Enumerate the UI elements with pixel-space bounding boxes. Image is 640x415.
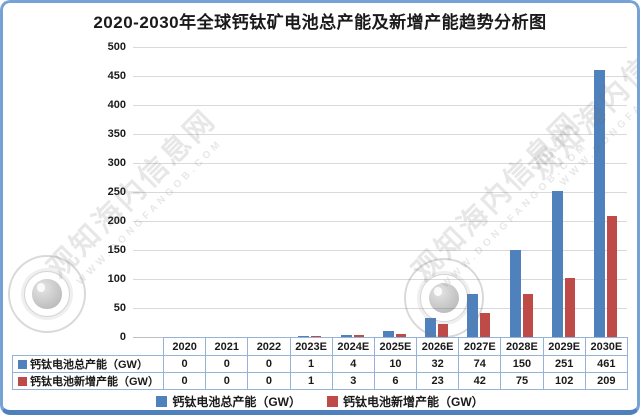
total-capacity-value-cell: 74 [458, 355, 502, 373]
y-axis-tick-label: 450 [107, 70, 126, 82]
y-axis-tick-label: 250 [107, 186, 126, 198]
total-capacity-value-cell: 4 [331, 355, 375, 373]
bar-new-capacity [522, 293, 533, 337]
new-capacity-value-cell: 0 [162, 372, 207, 390]
new-capacity-value-cell: 1 [289, 372, 333, 390]
gridline [133, 250, 627, 251]
legend-item: 钙钛电池新增产能（GW） [327, 393, 484, 410]
total-capacity-value-cell: 150 [500, 355, 544, 373]
year-header-cell: 2025E [373, 337, 418, 356]
gridline [133, 192, 627, 193]
y-axis-tick-label: 300 [107, 157, 126, 169]
bar-new-capacity [311, 336, 322, 337]
new-capacity-value-cell: 6 [373, 372, 418, 390]
total-capacity-value-cell: 10 [373, 355, 418, 373]
gridline [133, 279, 627, 280]
gridline [133, 134, 627, 135]
bar-total-capacity [467, 294, 479, 337]
bar-new-capacity [480, 312, 491, 337]
total-capacity-value-cell: 251 [542, 355, 586, 373]
y-axis-tick-label: 50 [113, 302, 126, 314]
year-header-cell: 2024E [331, 337, 375, 356]
bar-total-capacity [298, 336, 310, 337]
total-capacity-value-cell: 461 [584, 355, 629, 373]
bar-new-capacity [564, 277, 575, 337]
bar-new-capacity [395, 333, 406, 337]
series-label-cell: 钙钛电池新增产能（GW） [12, 372, 164, 390]
new-capacity-value-cell: 0 [247, 372, 291, 390]
bar-new-capacity [353, 335, 364, 337]
y-axis-tick-label: 0 [119, 331, 126, 343]
year-header-cell: 2027E [458, 337, 502, 356]
data-table: 2020 2021 2022 2023E 2024E 2025E 2026E 2027E 202… [12, 337, 629, 390]
new-capacity-value-cell: 23 [416, 372, 460, 390]
y-axis-tick-label: 150 [107, 244, 126, 256]
table-row: 钙钛电池新增产能（GW） 0 0 0 1 3 6 23 42 75 102 209 [12, 372, 629, 390]
legend-item: 钙钛电池总产能（GW） [156, 393, 301, 410]
gridline [133, 308, 627, 309]
total-capacity-value-cell: 0 [162, 355, 207, 373]
bar-new-capacity [438, 323, 449, 337]
total-capacity-value-cell: 0 [247, 355, 291, 373]
bar-total-capacity [340, 334, 352, 337]
bar-total-capacity [509, 250, 521, 337]
new-capacity-value-cell: 75 [500, 372, 544, 390]
year-header-cell: 2026E [416, 337, 460, 356]
new-capacity-value-cell: 102 [542, 372, 586, 390]
y-axis-tick-label: 350 [107, 128, 126, 140]
legend-label: 钙钛电池总产能（GW） [172, 395, 301, 409]
year-header-cell: 2021 [205, 337, 249, 356]
year-header-cell: 2030E [584, 337, 629, 356]
bar-total-capacity [551, 191, 563, 337]
new-capacity-value-cell: 42 [458, 372, 502, 390]
year-header-cell: 2029E [542, 337, 586, 356]
y-axis-tick-label: 500 [107, 41, 126, 53]
series-swatch-icon [18, 360, 27, 369]
bar-total-capacity [425, 318, 437, 337]
total-capacity-value-cell: 1 [289, 355, 333, 373]
new-capacity-value-cell: 3 [331, 372, 375, 390]
y-axis-tick-label: 200 [107, 215, 126, 227]
year-header-cell: 2022 [247, 337, 291, 356]
gridline [133, 163, 627, 164]
series-label-cell: 钙钛电池总产能（GW） [12, 355, 164, 373]
total-capacity-value-cell: 0 [205, 355, 249, 373]
year-header-cell: 2028E [500, 337, 544, 356]
total-capacity-value-cell: 32 [416, 355, 460, 373]
bar-total-capacity [594, 69, 606, 337]
new-capacity-value-cell: 0 [205, 372, 249, 390]
legend-swatch-icon [327, 396, 338, 407]
gridline [133, 221, 627, 222]
table-corner-cell [13, 338, 164, 356]
gridline [133, 105, 627, 106]
bar-new-capacity [607, 215, 618, 337]
series-swatch-icon [18, 377, 27, 386]
gridline [133, 47, 627, 48]
y-axis-tick-label: 100 [107, 273, 126, 285]
legend-swatch-icon [156, 396, 168, 407]
table-row: 钙钛电池总产能（GW） 0 0 0 1 4 10 32 74 150 251 461 [12, 355, 629, 373]
series-label-text: 钙钛电池总产能（GW） [30, 359, 148, 371]
year-header-cell: 2020 [162, 337, 207, 356]
series-label-text: 钙钛电池新增产能（GW） [30, 376, 159, 388]
chart-legend: 钙钛电池总产能（GW） 钙钛电池新增产能（GW） [0, 393, 640, 410]
y-axis-tick-label: 400 [107, 99, 126, 111]
new-capacity-value-cell: 209 [584, 372, 629, 390]
legend-label: 钙钛电池新增产能（GW） [343, 395, 484, 409]
bar-total-capacity [382, 331, 394, 337]
chart-title: 2020-2030年全球钙钛矿电池总产能及新增产能趋势分析图 [93, 13, 547, 32]
year-header-cell: 2023E [289, 337, 333, 356]
gridline [133, 76, 627, 77]
